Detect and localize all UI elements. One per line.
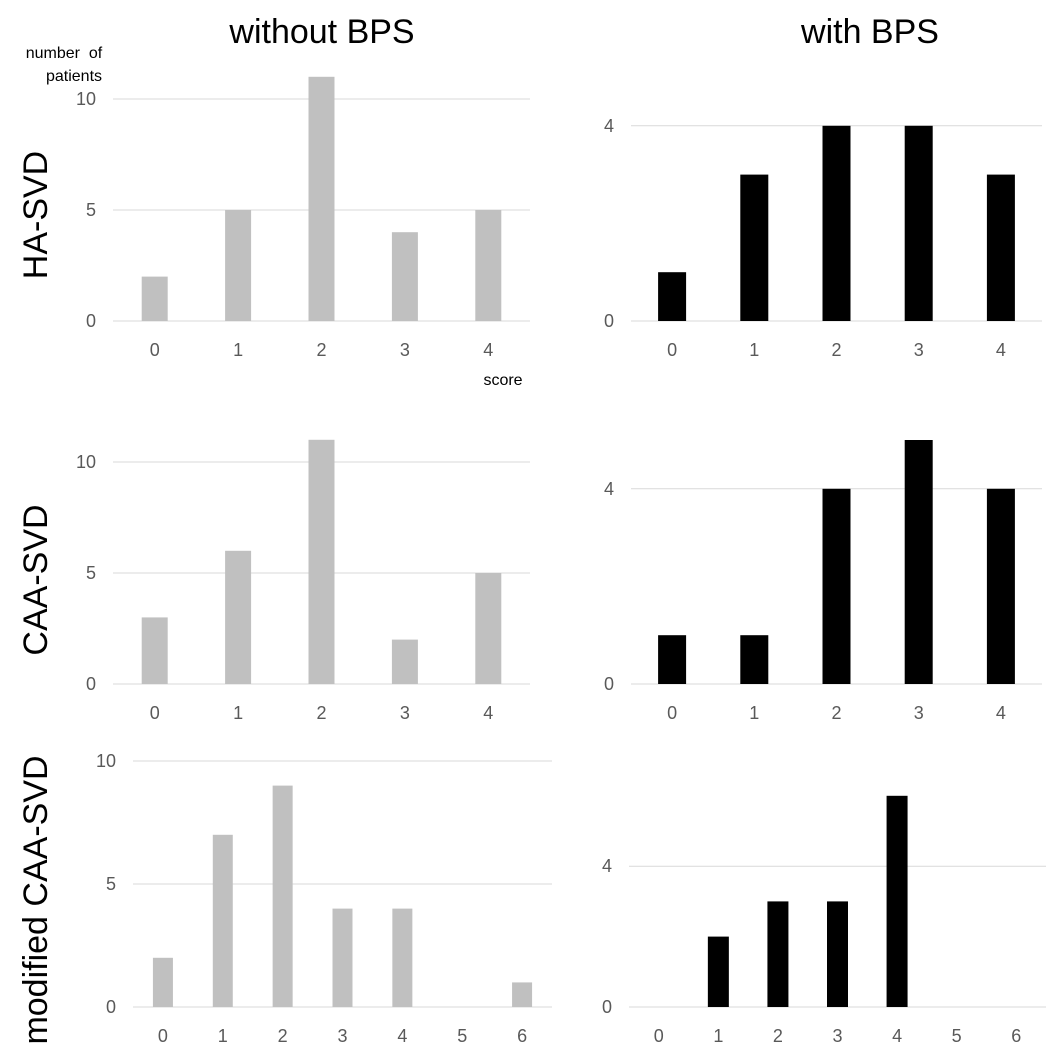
bar-score-2 [308, 439, 335, 684]
x-tick-label: 2 [316, 340, 326, 360]
bar-score-2 [308, 76, 335, 321]
x-tick-label: 1 [233, 340, 243, 360]
y-tick-label: 5 [86, 200, 96, 220]
bar-score-4 [475, 210, 502, 321]
x-tick-label: 1 [749, 703, 759, 723]
bar-score-3 [391, 232, 418, 321]
bar-score-3 [332, 908, 353, 1007]
column-title-without-bps: without BPS [228, 13, 414, 51]
bar-score-2 [272, 785, 293, 1007]
y-axis-label-line-1: number of [26, 45, 103, 62]
x-tick-label: 4 [892, 1026, 902, 1046]
row-label-caa-svd: CAA-SVD [17, 504, 55, 655]
x-tick-label: 3 [400, 340, 410, 360]
bar-score-1 [225, 210, 252, 321]
bar-score-1 [740, 174, 769, 321]
y-tick-label: 0 [604, 674, 614, 694]
x-tick-label: 2 [831, 703, 841, 723]
x-tick-label: 0 [150, 703, 160, 723]
bar-score-6 [512, 982, 533, 1007]
bar-score-3 [391, 639, 418, 684]
x-tick-label: 2 [278, 1026, 288, 1046]
bar-score-2 [767, 901, 789, 1007]
row-label-ha-svd: HA-SVD [17, 151, 55, 279]
x-tick-label: 0 [667, 340, 677, 360]
x-tick-label: 4 [483, 340, 493, 360]
panel-modified-caa-svd-with-bps: 0 4 0 1 2 3 4 5 6 [602, 795, 1046, 1046]
x-tick-label: 0 [158, 1026, 168, 1046]
panel-caa-svd-with-bps: 0 4 0 1 2 3 4 [604, 440, 1042, 723]
y-tick-label: 0 [602, 997, 612, 1017]
x-tick-label: 1 [713, 1026, 723, 1046]
x-tick-label: 0 [667, 703, 677, 723]
bar-score-4 [392, 908, 413, 1007]
bar-score-4 [475, 573, 502, 684]
y-axis-label-line-2: patients [46, 68, 102, 85]
y-tick-label: 10 [76, 452, 96, 472]
bar-score-3 [827, 901, 848, 1007]
x-tick-label: 3 [400, 703, 410, 723]
bar-score-4 [986, 174, 1015, 321]
x-tick-label: 2 [831, 340, 841, 360]
x-tick-label: 4 [483, 703, 493, 723]
bar-score-1 [740, 635, 769, 684]
x-tick-label: 0 [150, 340, 160, 360]
x-tick-label: 3 [914, 703, 924, 723]
bar-score-0 [658, 272, 687, 321]
bar-score-4 [886, 795, 908, 1007]
panel-ha-svd-without-bps: 0 5 10 0 1 2 3 4 [76, 76, 530, 360]
x-tick-label: 5 [457, 1026, 467, 1046]
y-tick-label: 10 [96, 751, 116, 771]
x-tick-label: 6 [517, 1026, 527, 1046]
x-axis-label: score [483, 372, 522, 389]
panel-ha-svd-with-bps: 0 4 0 1 2 3 4 [604, 116, 1042, 360]
x-tick-label: 6 [1011, 1026, 1021, 1046]
x-tick-label: 5 [952, 1026, 962, 1046]
bar-score-2 [822, 125, 851, 321]
bar-score-4 [986, 488, 1015, 684]
y-tick-label: 10 [76, 89, 96, 109]
x-tick-label: 1 [233, 703, 243, 723]
y-tick-label: 4 [604, 116, 614, 136]
x-tick-label: 2 [316, 703, 326, 723]
x-tick-label: 1 [749, 340, 759, 360]
x-tick-label: 4 [996, 340, 1006, 360]
bar-score-0 [658, 635, 687, 684]
bar-score-1 [707, 936, 729, 1007]
x-tick-label: 0 [654, 1026, 664, 1046]
bar-score-0 [152, 957, 173, 1007]
x-tick-label: 3 [914, 340, 924, 360]
y-tick-label: 0 [86, 311, 96, 331]
x-tick-label: 4 [996, 703, 1006, 723]
bar-score-3 [904, 440, 933, 684]
bar-score-3 [904, 125, 933, 321]
y-tick-label: 4 [604, 479, 614, 499]
panel-modified-caa-svd-without-bps: 0 5 10 0 1 2 3 4 5 6 [96, 751, 552, 1046]
x-tick-label: 2 [773, 1026, 783, 1046]
y-tick-label: 0 [604, 311, 614, 331]
bar-score-0 [141, 617, 168, 684]
bar-score-1 [212, 834, 233, 1007]
column-title-with-bps: with BPS [800, 13, 939, 51]
y-tick-label: 0 [106, 997, 116, 1017]
x-tick-label: 3 [832, 1026, 842, 1046]
x-tick-label: 1 [218, 1026, 228, 1046]
x-tick-label: 4 [397, 1026, 407, 1046]
bar-score-0 [141, 276, 168, 321]
x-tick-label: 3 [337, 1026, 347, 1046]
y-tick-label: 5 [86, 563, 96, 583]
bar-score-1 [225, 550, 252, 684]
row-label-modified-caa-svd: modified CAA-SVD [17, 755, 55, 1044]
bar-score-2 [822, 488, 851, 684]
y-tick-label: 4 [602, 856, 612, 876]
panel-caa-svd-without-bps: 0 5 10 0 1 2 3 4 [76, 439, 530, 723]
y-tick-label: 0 [86, 674, 96, 694]
y-tick-label: 5 [106, 874, 116, 894]
